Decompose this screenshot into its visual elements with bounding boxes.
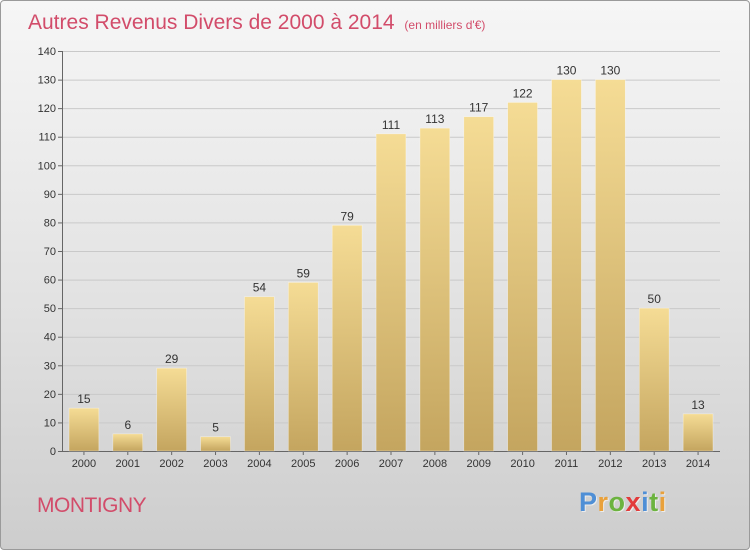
bar-2008: [419, 127, 451, 452]
y-tick-label: 110: [38, 132, 56, 144]
data-label-2001: 6: [124, 418, 131, 432]
tick-labels: 0 10 20 30 40 50 60 70 80 90 100 110 120 130 140 2000 20…: [38, 46, 711, 470]
bar-2007: [375, 133, 407, 452]
y-tick-label: 70: [44, 246, 56, 258]
data-label-2013: 50: [648, 292, 662, 306]
data-label-2012: 130: [600, 64, 620, 78]
bar-2013: [638, 307, 670, 452]
bar-2000: [68, 407, 100, 452]
y-tick-label: 60: [44, 275, 56, 287]
chart-title-main: Autres Revenus Divers de 2000 à 2014: [28, 11, 395, 34]
y-tick-label: 50: [44, 303, 56, 315]
x-tick-label-2000: 2000: [72, 458, 96, 470]
chart-subtitle: (en milliers d'€): [404, 18, 486, 32]
y-tick-label: 10: [44, 417, 56, 429]
bars: [68, 79, 714, 452]
y-tick-label: 30: [44, 360, 56, 372]
logo-letter: P: [579, 487, 598, 517]
bar-2012: [595, 79, 626, 452]
x-tick-label-2006: 2006: [335, 458, 359, 470]
data-labels: 15 6 29 5 54 59 79 111 113 117 122 130 130 50 13: [77, 64, 705, 435]
x-tick-label-2007: 2007: [379, 458, 403, 470]
bar-2001: [112, 433, 144, 452]
bar-2009: [463, 116, 494, 452]
data-label-2002: 29: [165, 352, 179, 366]
x-tick-label-2008: 2008: [423, 458, 447, 470]
chart-title: Autres Revenus Divers de 2000 à 2014 (en…: [28, 11, 485, 35]
y-tick-label: 20: [44, 389, 56, 401]
bar-chart: 15 6 29 5 54 59 79 111 113 117 122 130 130 50 13 0 10 20…: [38, 46, 720, 470]
data-label-2006: 79: [340, 209, 354, 223]
place-name: MONTIGNY: [37, 494, 147, 517]
y-tick-label: 40: [44, 332, 56, 344]
x-tick-label-2010: 2010: [510, 458, 534, 470]
y-tick-label: 130: [38, 75, 56, 87]
x-tick-label-2005: 2005: [291, 458, 315, 470]
data-label-2011: 130: [556, 64, 576, 78]
data-label-2008: 113: [425, 112, 444, 126]
y-tick-label: 140: [38, 46, 56, 58]
data-label-2004: 54: [253, 281, 267, 295]
y-tick-label: 100: [38, 160, 56, 172]
logo-letter: r: [597, 487, 609, 517]
x-tick-label-2014: 2014: [686, 458, 710, 470]
bar-2004: [244, 296, 275, 452]
x-tick-label-2013: 2013: [642, 458, 666, 470]
logo-letter: x: [625, 487, 642, 517]
bar-2002: [156, 367, 187, 452]
y-tick-label: 80: [44, 217, 56, 229]
data-label-2014: 13: [691, 398, 705, 412]
data-label-2010: 122: [513, 86, 533, 100]
data-label-2005: 59: [297, 266, 311, 280]
x-tick-label-2004: 2004: [247, 458, 271, 470]
bar-2005: [288, 282, 319, 452]
data-label-2007: 111: [382, 118, 401, 132]
y-tick-label: 120: [38, 103, 56, 115]
logo-letter: t: [649, 487, 659, 517]
data-label-2009: 117: [469, 101, 488, 115]
bar-2003: [200, 436, 231, 452]
logo-letter: o: [608, 487, 626, 517]
x-tick-label-2003: 2003: [203, 458, 227, 470]
proxiti-logo[interactable]: Proxiti: [579, 487, 667, 518]
axes: [58, 51, 720, 455]
y-tick-label: 90: [44, 189, 56, 201]
data-label-2000: 15: [77, 392, 91, 406]
x-tick-label-2012: 2012: [598, 458, 622, 470]
data-label-2003: 5: [212, 421, 219, 435]
bar-2010: [507, 102, 538, 452]
x-tick-label-2009: 2009: [466, 458, 490, 470]
x-tick-label-2011: 2011: [555, 458, 579, 470]
bar-2011: [551, 79, 582, 452]
logo-letter: i: [658, 487, 667, 517]
bar-2006: [331, 224, 363, 452]
x-tick-label-2002: 2002: [159, 458, 183, 470]
logo-letter: i: [641, 487, 650, 517]
y-tick-label: 0: [50, 446, 56, 458]
bar-2014: [682, 413, 714, 452]
x-tick-label-2001: 2001: [116, 458, 140, 470]
